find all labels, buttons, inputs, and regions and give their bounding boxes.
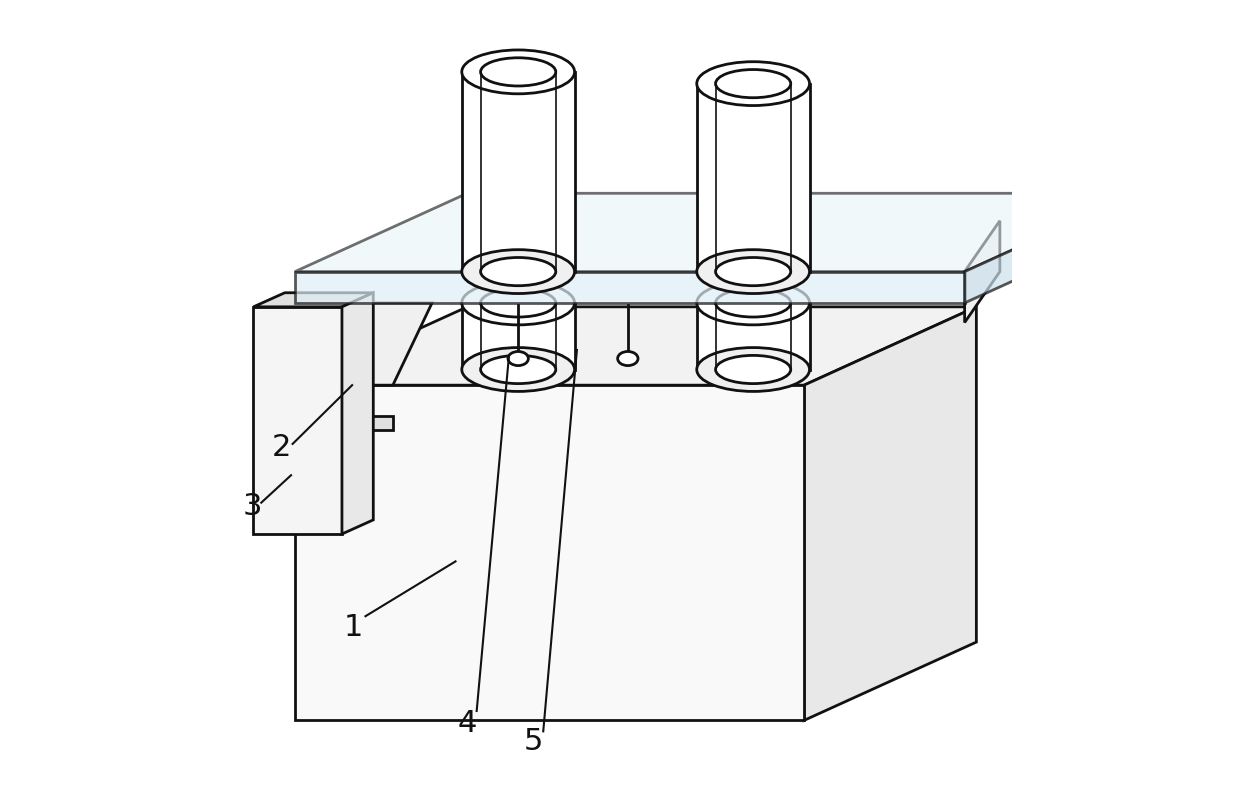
Text: 2: 2: [272, 433, 291, 462]
Ellipse shape: [697, 347, 810, 391]
Polygon shape: [697, 83, 810, 272]
Ellipse shape: [715, 258, 791, 285]
Polygon shape: [697, 303, 810, 369]
Ellipse shape: [697, 250, 810, 293]
Polygon shape: [461, 303, 574, 369]
Polygon shape: [965, 221, 999, 322]
Ellipse shape: [481, 58, 556, 86]
Polygon shape: [253, 307, 342, 534]
Polygon shape: [295, 307, 976, 385]
Ellipse shape: [481, 288, 556, 317]
Ellipse shape: [461, 50, 574, 94]
Polygon shape: [295, 385, 804, 721]
Polygon shape: [342, 416, 393, 430]
Text: 3: 3: [242, 492, 262, 521]
Polygon shape: [342, 292, 373, 534]
Ellipse shape: [508, 351, 528, 365]
Ellipse shape: [715, 69, 791, 97]
Polygon shape: [295, 272, 965, 303]
Polygon shape: [253, 292, 373, 307]
Polygon shape: [461, 72, 574, 272]
Ellipse shape: [697, 281, 810, 325]
Text: 4: 4: [458, 709, 477, 738]
Polygon shape: [295, 193, 1137, 272]
Text: 5: 5: [525, 727, 543, 756]
Polygon shape: [804, 307, 976, 721]
Text: 1: 1: [343, 613, 363, 642]
Ellipse shape: [715, 288, 791, 317]
Ellipse shape: [461, 281, 574, 325]
Ellipse shape: [715, 355, 791, 384]
Ellipse shape: [461, 347, 574, 391]
Ellipse shape: [697, 61, 810, 105]
Ellipse shape: [461, 250, 574, 293]
Polygon shape: [295, 303, 432, 385]
Polygon shape: [965, 193, 1137, 303]
Ellipse shape: [618, 351, 639, 365]
Ellipse shape: [481, 355, 556, 384]
Ellipse shape: [481, 258, 556, 285]
